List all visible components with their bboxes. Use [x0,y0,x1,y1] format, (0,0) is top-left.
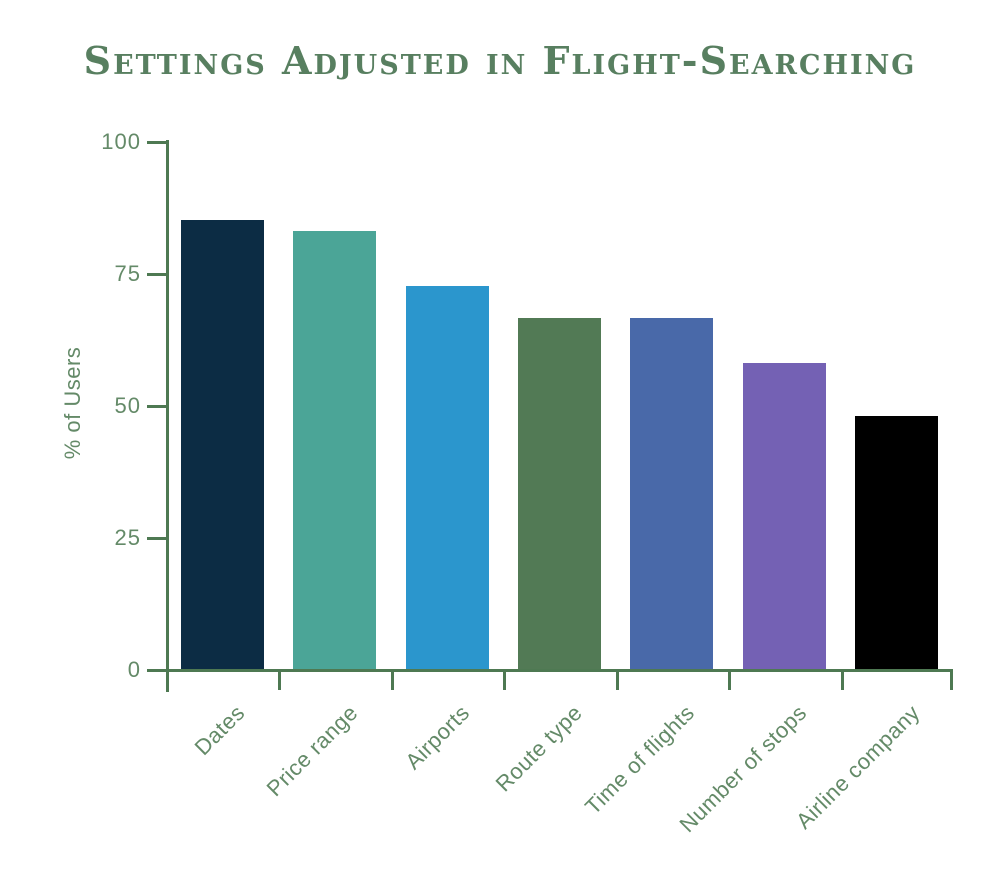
x-boundary-tick-6 [840,669,844,690]
x-label-airline-company: Airline company [790,700,925,834]
x-label-route-type: Route type [490,700,588,797]
x-label-price-range: Price range [261,700,363,802]
bar-airports [405,286,489,670]
y-tick-label-50: 50 [114,393,141,418]
x-label-dates: Dates [189,700,250,761]
y-tick-mark-75 [147,273,166,276]
bar-time-of-flights [630,317,714,670]
y-tick-label-75: 75 [114,261,141,286]
y-tick-label-25: 25 [114,525,141,550]
x-boundary-tick-5 [728,669,732,690]
bar-price-range [293,230,377,670]
y-axis-line [166,140,169,692]
x-boundary-tick-7 [950,669,953,690]
y-tick-label-0: 0 [127,657,141,682]
y-tick-mark-25 [147,537,166,540]
bar-route-type [518,317,601,670]
bar-airline-company [855,415,939,670]
y-tick-label-100: 100 [101,129,141,154]
chart-title: Settings Adjusted in Flight-Searching [83,38,917,83]
bar-dates [180,220,264,670]
x-label-airports: Airports [400,700,475,775]
y-tick-mark-50 [147,405,166,408]
x-boundary-tick-0 [166,669,169,690]
y-tick-mark-100 [147,141,166,144]
x-boundary-tick-2 [390,669,394,690]
x-boundary-tick-4 [615,669,619,690]
y-tick-mark-0 [147,669,166,672]
bar-number-of-stops [742,362,826,670]
x-axis-line [166,669,953,672]
x-boundary-tick-1 [278,669,282,690]
x-label-time-of-flights: Time of flights [580,700,700,820]
x-boundary-tick-3 [503,669,507,690]
